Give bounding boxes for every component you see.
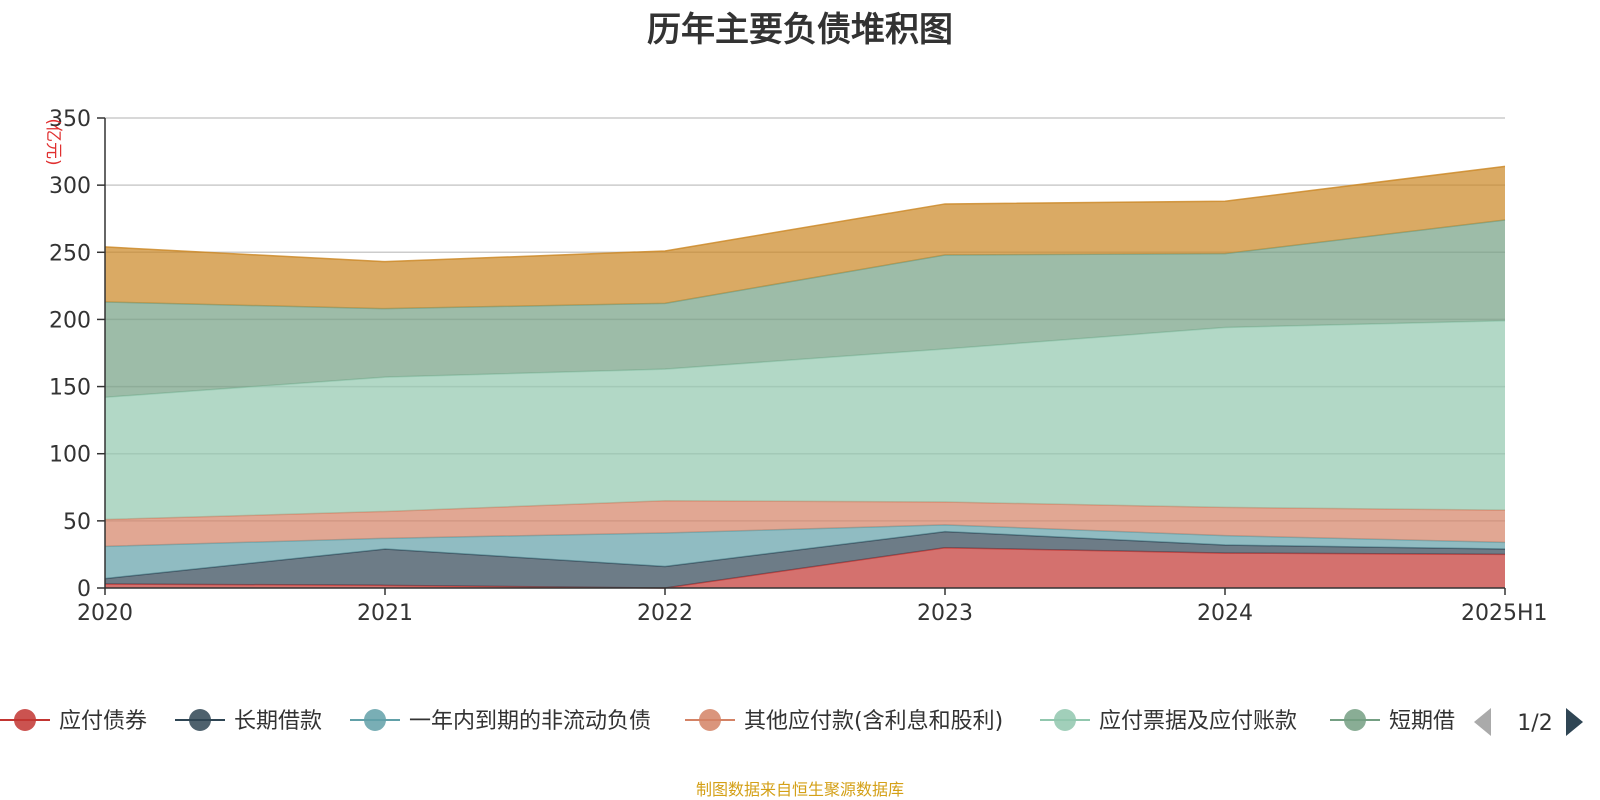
- legend-item[interactable]: 一年内到期的非流动负债: [350, 709, 651, 734]
- legend-item[interactable]: 其他应付款(含利息和股利): [685, 709, 1003, 734]
- legend-marker: [1344, 709, 1366, 731]
- legend-item[interactable]: 短期借款: [1330, 709, 1477, 734]
- y-tick-label: 200: [49, 308, 91, 333]
- legend-marker: [364, 709, 386, 731]
- legend-item[interactable]: 长期借款: [175, 709, 322, 734]
- area-series-5: [105, 320, 1505, 520]
- legend-items: 应付债券 长期借款 一年内到期的非流动负债 其他应付款(含利息和股利) 应付票据及应付账…: [0, 709, 1477, 734]
- legend-label: 一年内到期的非流动负债: [409, 709, 651, 734]
- stacked-area-chart: 0 50 100 150 200 250 300 350 2020 2021 2022 2023 202…: [0, 107, 1583, 736]
- y-tick-label: 150: [49, 376, 91, 401]
- y-tick-label: 0: [77, 577, 91, 602]
- legend-item[interactable]: 应付债券: [0, 709, 147, 734]
- y-tick-label: 300: [49, 174, 91, 199]
- area-series-7: [105, 166, 1505, 309]
- legend-label: 长期借款: [234, 709, 322, 734]
- legend-marker: [699, 709, 721, 731]
- legend-label: 短期借款: [1389, 709, 1477, 734]
- x-tick-label: 2024: [1197, 601, 1253, 626]
- x-tick-label: 2020: [77, 601, 133, 626]
- axes: [97, 117, 1506, 595]
- y-tick-label: 250: [49, 241, 91, 266]
- legend-label: 应付票据及应付账款: [1099, 709, 1297, 734]
- y-unit-label: (亿元): [43, 118, 63, 165]
- legend-marker: [14, 709, 36, 731]
- area-series: [104, 165, 1506, 589]
- x-tick-label: 2022: [637, 601, 693, 626]
- x-tick-label: 2021: [357, 601, 413, 626]
- legend-label: 应付债券: [59, 709, 147, 734]
- area-series-line-7: [104, 165, 1506, 263]
- legend-next-icon[interactable]: [1566, 708, 1583, 736]
- area-series-3: [105, 524, 1505, 579]
- legend-page-indicator: 1/2: [1517, 711, 1552, 736]
- legend: 应付债券 长期借款 一年内到期的非流动负债 其他应付款(含利息和股利) 应付票据及应付账…: [0, 708, 1583, 736]
- legend-marker: [1054, 709, 1076, 731]
- tick-labels: 0 50 100 150 200 250 300 350 2020 2021 2022 2023 202…: [43, 107, 1548, 626]
- legend-prev-icon[interactable]: [1474, 708, 1491, 736]
- y-tick-label: 50: [63, 510, 91, 535]
- chart-title: 历年主要负债堆积图: [647, 10, 953, 50]
- x-tick-label: 2023: [917, 601, 973, 626]
- area-series-6: [105, 220, 1505, 398]
- legend-item[interactable]: 应付票据及应付账款: [1040, 709, 1297, 734]
- x-tick-label: 2025H1: [1461, 601, 1548, 626]
- y-tick-label: 350: [49, 107, 91, 132]
- area-series-4: [105, 500, 1505, 547]
- data-source-note: 制图数据来自恒生聚源数据库: [695, 780, 904, 799]
- legend-label: 其他应付款(含利息和股利): [744, 709, 1003, 734]
- y-tick-label: 100: [49, 443, 91, 468]
- legend-marker: [189, 709, 211, 731]
- area-series-2: [105, 531, 1505, 588]
